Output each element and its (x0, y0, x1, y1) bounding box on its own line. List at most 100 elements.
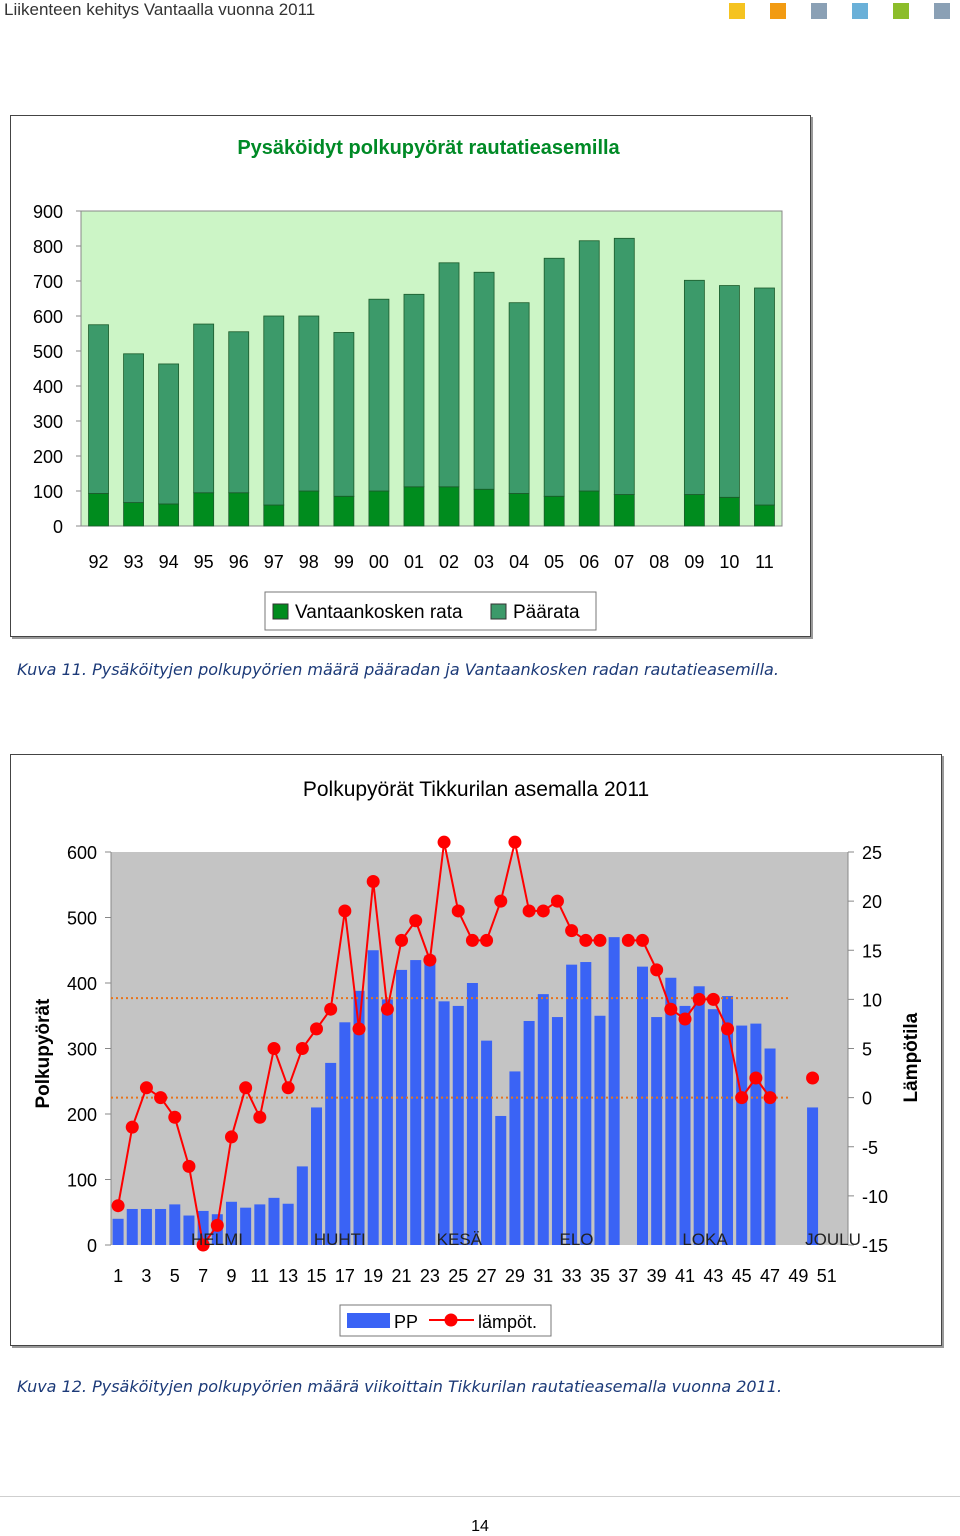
chart2-month-label: LOKA (682, 1230, 728, 1249)
chart1-y-tick-label: 100 (33, 482, 63, 502)
chart1-bar-vantaankoski (368, 490, 390, 527)
chart1-bar-paarata (368, 298, 390, 492)
chart2-x-tick-label: 11 (250, 1266, 269, 1286)
chart2-bar-pp (296, 1166, 308, 1245)
chart1-y-tick-label: 300 (33, 412, 63, 432)
chart2-y-tick-label: 200 (67, 1105, 97, 1125)
chart2-y2-tick-label: -15 (862, 1236, 888, 1256)
chart1-x-tick-label: 09 (684, 552, 704, 572)
chart1-y-tick-label: 200 (33, 447, 63, 467)
chart2-bar-pp (566, 964, 578, 1245)
chart1-legend-swatch (490, 603, 507, 620)
chart1-x-tick-label: 92 (89, 552, 109, 572)
chart1-bar-paarata (754, 287, 775, 506)
chart2-temperature-point (678, 1012, 692, 1026)
chart2-bar-pp (651, 1017, 663, 1245)
header-square (934, 3, 950, 19)
chart2-temperature-point (692, 992, 706, 1006)
chart2-bar-pp (537, 994, 549, 1245)
chart2-y2-tick-label: -5 (862, 1138, 878, 1158)
chart2-y2-tick-label: 5 (862, 1040, 872, 1060)
chart2-bar-pp (197, 1210, 209, 1245)
chart1-bar-vantaankoski (123, 502, 144, 527)
chart2-y2-axis-title: Lämpötila (901, 1012, 922, 1102)
chart2-bar-pp (126, 1208, 138, 1245)
chart-bicycles-stations-svg: Pysäköidyt polkupyörät rautatieasemilla 0… (33, 137, 783, 631)
chart2-bar-pp (722, 996, 734, 1245)
chart2-x-tick-label: 23 (420, 1266, 440, 1286)
chart2-bar-pp (424, 955, 436, 1245)
chart1-bar-vantaankoski (403, 486, 425, 527)
chart2-bar-pp (112, 1218, 124, 1245)
chart2-temperature-point (494, 894, 508, 908)
chart1-bar-paarata (158, 363, 180, 505)
chart2-bar-pp (452, 1005, 464, 1245)
chart2-temperature-point (536, 904, 550, 918)
header-square (770, 3, 786, 19)
chart2-bar-pp (665, 977, 677, 1245)
chart2-bar-pp (396, 969, 408, 1245)
chart1-bar-vantaankoski (754, 504, 775, 527)
chart2-bar-pp (481, 1040, 493, 1245)
chart2-temperature-point (125, 1120, 139, 1134)
chart2-bar-pp (750, 1023, 762, 1245)
chart2-temperature-point (480, 933, 494, 947)
chart2-y2-tick-label: 20 (862, 892, 882, 912)
chart1-bar-paarata (298, 315, 320, 492)
chart2-temperature-point (253, 1110, 267, 1124)
chart2-bar-pp (636, 966, 648, 1245)
chart2-x-tick-label: 35 (590, 1266, 610, 1286)
chart2-x-tick-label: 7 (198, 1266, 208, 1286)
chart1-bar-vantaankoski (473, 488, 495, 527)
chart2-bar-pp (240, 1207, 252, 1245)
chart2-temperature-point (593, 933, 607, 947)
chart2-month-label: HELMI (191, 1230, 243, 1249)
chart2-x-tick-label: 29 (505, 1266, 525, 1286)
chart2-temperature-point (409, 914, 423, 928)
chart2-x-tick-label: 3 (141, 1266, 151, 1286)
chart2-temperature-point (281, 1081, 295, 1095)
chart2-month-label: HUHTI (314, 1230, 366, 1249)
chart2-legend-marker (444, 1313, 458, 1327)
chart2-y-tick-label: 100 (67, 1171, 97, 1191)
chart2-y2-tick-label: -10 (862, 1187, 888, 1207)
chart1-x-tick-label: 98 (299, 552, 319, 572)
chart1-bar-vantaankoski (719, 496, 740, 527)
chart2-bar-pp (268, 1197, 280, 1245)
chart1-bar-vantaankoski (543, 495, 565, 527)
chart2-bar-pp (254, 1204, 266, 1245)
chart1-legend-swatch (272, 603, 289, 620)
chart2-temperature-point (154, 1091, 168, 1105)
chart2-temperature-point (451, 904, 465, 918)
chart2-bar-pp (523, 1020, 535, 1245)
chart2-temperature-point (395, 933, 409, 947)
chart1-legend-label: Päärata (513, 602, 580, 623)
chart2-temperature-point (465, 933, 479, 947)
chart2-bar-pp (353, 990, 365, 1245)
chart2-temperature-point (352, 1022, 366, 1036)
chart1-bar-paarata (578, 240, 600, 492)
chart1-bar-vantaankoski (193, 492, 215, 527)
chart1-bar-paarata (123, 353, 144, 503)
chart2-temperature-point (111, 1199, 125, 1213)
chart1-bar-vantaankoski (508, 493, 530, 527)
chart2-x-tick-label: 9 (226, 1266, 236, 1286)
chart2-y-axis-title: Polkupyörät (33, 998, 54, 1108)
chart1-x-tick-label: 94 (159, 552, 179, 572)
chart2-temperature-point (550, 894, 564, 908)
header-square (729, 3, 745, 19)
chart2-bar-pp (438, 1001, 450, 1245)
chart1-bar-paarata (333, 332, 355, 497)
chart2-temperature-point (735, 1091, 749, 1105)
chart2-bar-pp (764, 1048, 776, 1245)
chart2-bar-pp (311, 1107, 323, 1245)
chart2-x-tick-label: 33 (562, 1266, 582, 1286)
chart2-bar-pp (608, 937, 620, 1245)
chart2-bar-pp (282, 1203, 294, 1245)
chart2-temperature-point (437, 835, 451, 849)
chart2-bar-pp (807, 1107, 819, 1245)
chart2-y2-tick-label: 25 (862, 843, 882, 863)
chart2-x-tick-label: 45 (732, 1266, 752, 1286)
chart1-bar-paarata (263, 315, 285, 506)
chart2-temperature-point (380, 1002, 394, 1016)
